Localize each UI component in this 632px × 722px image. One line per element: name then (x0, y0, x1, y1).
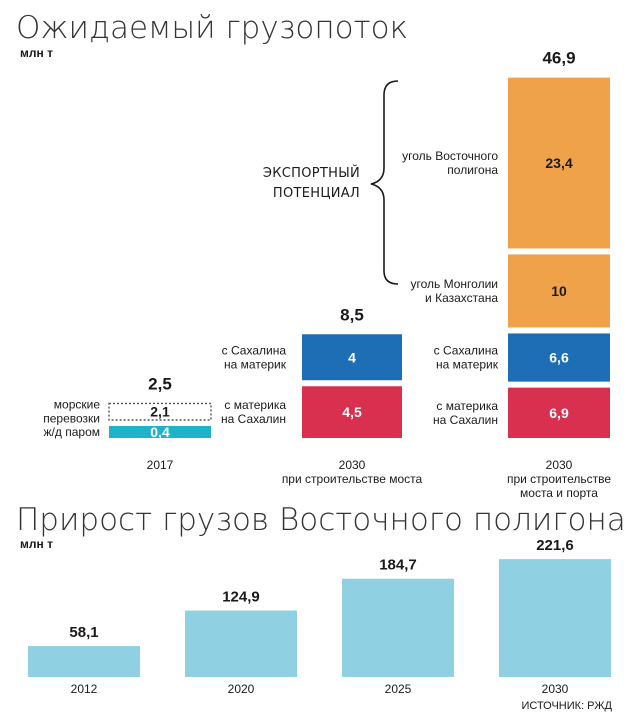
chart1-total-c2030b: 46,9 (542, 49, 575, 68)
chart1-value-c2017-1: 2,1 (150, 404, 170, 420)
chart2-xlabel-2030: 2030 (542, 682, 569, 696)
bracket-label-line2: ПОТЕНЦИАЛ (273, 186, 360, 201)
chart2-unit: млн т (20, 537, 53, 551)
chart2-bar-2020 (185, 610, 297, 677)
chart2-value-2020: 124,9 (222, 589, 260, 606)
chart1-seg-label-c2017-1-0: морские (54, 398, 101, 412)
chart1-bar-c2030b-seg-3 (508, 77, 610, 249)
chart1-xlabel-c2030a-0: 2030 (339, 458, 366, 472)
chart1-seg-label-c2030b-1-1: на материк (436, 358, 499, 372)
chart1-bar-c2030b-seg-2 (508, 254, 610, 328)
chart1-xlabel-c2030b-2: моста и порта (520, 486, 598, 500)
bracket-label-line1: ЭКСПОРТНЫЙ (263, 165, 360, 181)
chart1-seg-label-c2017-1-1: перевозки (43, 412, 100, 426)
chart1-bar-c2030b-seg-0 (508, 387, 610, 438)
chart1-total-c2017: 2,5 (148, 374, 172, 393)
chart1-seg-label-c2030b-2-1: и Казахстана (425, 291, 498, 305)
chart1-bar-c2030a-seg-0 (302, 386, 402, 438)
chart1-value-c2030b-0: 6,9 (549, 405, 569, 421)
chart1-value-c2030a-0: 4,5 (342, 404, 362, 420)
chart2-value-2012: 58,1 (69, 624, 98, 641)
chart1-bar-c2030b-seg-1 (508, 333, 610, 382)
chart2-value-2030: 221,6 (536, 537, 574, 554)
chart1-value-c2017-0: 0,4 (150, 424, 170, 440)
chart1-xlabel-c2030a-1: при строительстве моста (282, 472, 423, 486)
chart1-bar-c2017-seg-0 (109, 426, 211, 438)
chart1-seg-label-c2030b-3-1: полигона (447, 163, 498, 177)
chart2-title: Прирост грузов Восточного полигона (16, 502, 626, 538)
chart1-value-c2030a-1: 4 (348, 349, 356, 365)
chart1-seg-label-c2030a-1-1: на материк (224, 357, 287, 371)
chart1-seg-label-c2030a-0-0: с материка (224, 398, 286, 412)
chart1-xlabel-c2030b-0: 2030 (546, 458, 573, 472)
chart1-xlabel-c2017-0: 2017 (147, 458, 174, 472)
chart1-unit: млн т (20, 46, 53, 60)
chart2-xlabel-2012: 2012 (71, 682, 98, 696)
chart2-bar-2025 (342, 578, 454, 677)
export-bracket (370, 80, 399, 285)
chart1-seg-label-c2030b-1-0: с Сахалина (434, 344, 499, 358)
chart1-value-c2030b-1: 6,6 (549, 350, 569, 366)
chart2-xlabel-2025: 2025 (385, 682, 412, 696)
chart1-value-c2030b-2: 10 (551, 283, 567, 299)
chart1-seg-label-c2017-0-0: ж/д паром (44, 425, 100, 439)
chart1-seg-label-c2030a-1-0: с Сахалина (222, 343, 287, 357)
chart1-xlabel-c2030b-1: при строительстве (507, 472, 611, 486)
chart1-seg-label-c2030b-0-1: на Сахалин (433, 413, 498, 427)
chart1-seg-label-c2030b-0-0: с материка (436, 399, 498, 413)
chart1-value-c2030b-3: 23,4 (545, 155, 572, 171)
chart1-seg-label-c2030b-2-0: уголь Монголии (411, 277, 498, 291)
chart1-title: Ожидаемый грузопоток (16, 10, 408, 46)
chart2-xlabel-2020: 2020 (228, 682, 255, 696)
chart1-seg-label-c2030b-3-0: уголь Восточного (402, 149, 498, 163)
chart1-seg-label-c2030a-0-1: на Сахалин (221, 412, 286, 426)
chart1-bar-c2017-seg-1 (108, 402, 212, 421)
chart1-bar-c2030a-seg-1 (302, 334, 402, 381)
chart1-total-c2030a: 8,5 (340, 305, 364, 324)
chart2-bar-2012 (28, 646, 140, 677)
source-note: ИСТОЧНИК: РЖД (521, 700, 612, 712)
chart2-value-2025: 184,7 (379, 557, 417, 574)
chart2-bar-2030 (499, 559, 611, 677)
chart2-plot: 58,1 2012 124,9 2020 184,7 2025 221,6 2030 (28, 537, 611, 696)
